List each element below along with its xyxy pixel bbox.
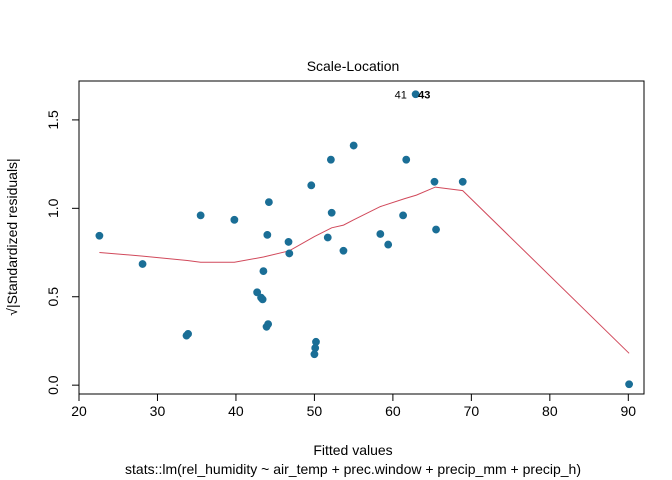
plot-frame bbox=[78, 80, 645, 395]
data-point bbox=[411, 90, 420, 99]
x-tick-label: 70 bbox=[464, 403, 480, 419]
data-point bbox=[327, 208, 336, 217]
data-point bbox=[258, 295, 267, 304]
x-axis: 20 30 40 50 60 70 80 90 bbox=[71, 393, 637, 419]
x-tick-label: 80 bbox=[542, 403, 558, 419]
data-point bbox=[326, 155, 335, 164]
data-point bbox=[230, 215, 239, 224]
data-point bbox=[265, 198, 273, 207]
y-axis: 0.0 0.5 1.0 1.5 bbox=[45, 110, 80, 395]
data-point bbox=[349, 141, 358, 150]
data-point bbox=[402, 155, 411, 164]
x-tick-label: 20 bbox=[71, 403, 87, 419]
x-axis-label: Fitted values bbox=[313, 442, 392, 458]
y-axis-label: √|Standardized residuals| bbox=[4, 158, 20, 315]
data-point bbox=[376, 230, 385, 238]
point-label: 41 bbox=[395, 89, 407, 101]
x-tick-label: 50 bbox=[307, 403, 323, 419]
point-labels: 41 43 bbox=[395, 89, 431, 101]
data-point bbox=[184, 329, 192, 338]
data-point bbox=[264, 320, 273, 329]
data-point bbox=[196, 211, 205, 220]
data-points bbox=[95, 90, 633, 389]
data-point bbox=[307, 181, 316, 190]
data-point bbox=[384, 240, 393, 249]
y-tick-label: 1.5 bbox=[45, 110, 61, 130]
y-tick-label: 0.0 bbox=[45, 375, 61, 395]
data-point bbox=[253, 288, 262, 297]
y-tick-label: 0.5 bbox=[45, 287, 61, 307]
data-point bbox=[625, 380, 633, 389]
model-formula-subtitle: stats::lm(rel_humidity ~ air_temp + prec… bbox=[125, 461, 581, 477]
data-point bbox=[95, 231, 104, 240]
x-tick-label: 60 bbox=[385, 403, 401, 419]
data-point bbox=[284, 238, 293, 246]
data-point bbox=[285, 249, 294, 258]
x-tick-label: 40 bbox=[228, 403, 244, 419]
smoother-line bbox=[99, 186, 630, 354]
data-point bbox=[323, 233, 332, 242]
data-point bbox=[458, 177, 467, 186]
data-point bbox=[430, 177, 439, 186]
data-point bbox=[138, 260, 147, 268]
data-point bbox=[339, 246, 348, 255]
x-tick-label: 30 bbox=[150, 403, 166, 419]
y-tick-label: 1.0 bbox=[45, 198, 61, 218]
data-point bbox=[312, 337, 320, 346]
chart-title: Scale-Location bbox=[307, 58, 400, 74]
data-point bbox=[259, 267, 268, 275]
data-point bbox=[263, 230, 272, 239]
x-tick-label: 90 bbox=[621, 403, 637, 419]
data-point bbox=[399, 211, 407, 220]
point-label: 43 bbox=[418, 89, 430, 101]
data-point bbox=[432, 225, 440, 234]
